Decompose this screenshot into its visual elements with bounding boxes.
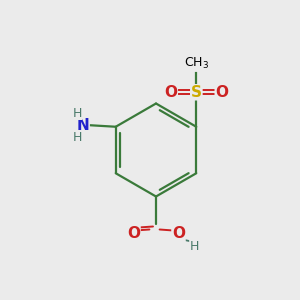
Text: H: H — [73, 131, 82, 144]
Text: O: O — [172, 226, 185, 242]
Text: H: H — [189, 239, 199, 253]
Text: S: S — [191, 85, 202, 100]
Text: N: N — [76, 118, 89, 133]
Text: O: O — [164, 85, 177, 100]
Text: CH$_3$: CH$_3$ — [184, 56, 209, 71]
Text: O: O — [215, 85, 228, 100]
Text: O: O — [127, 226, 140, 242]
Text: H: H — [73, 107, 82, 120]
